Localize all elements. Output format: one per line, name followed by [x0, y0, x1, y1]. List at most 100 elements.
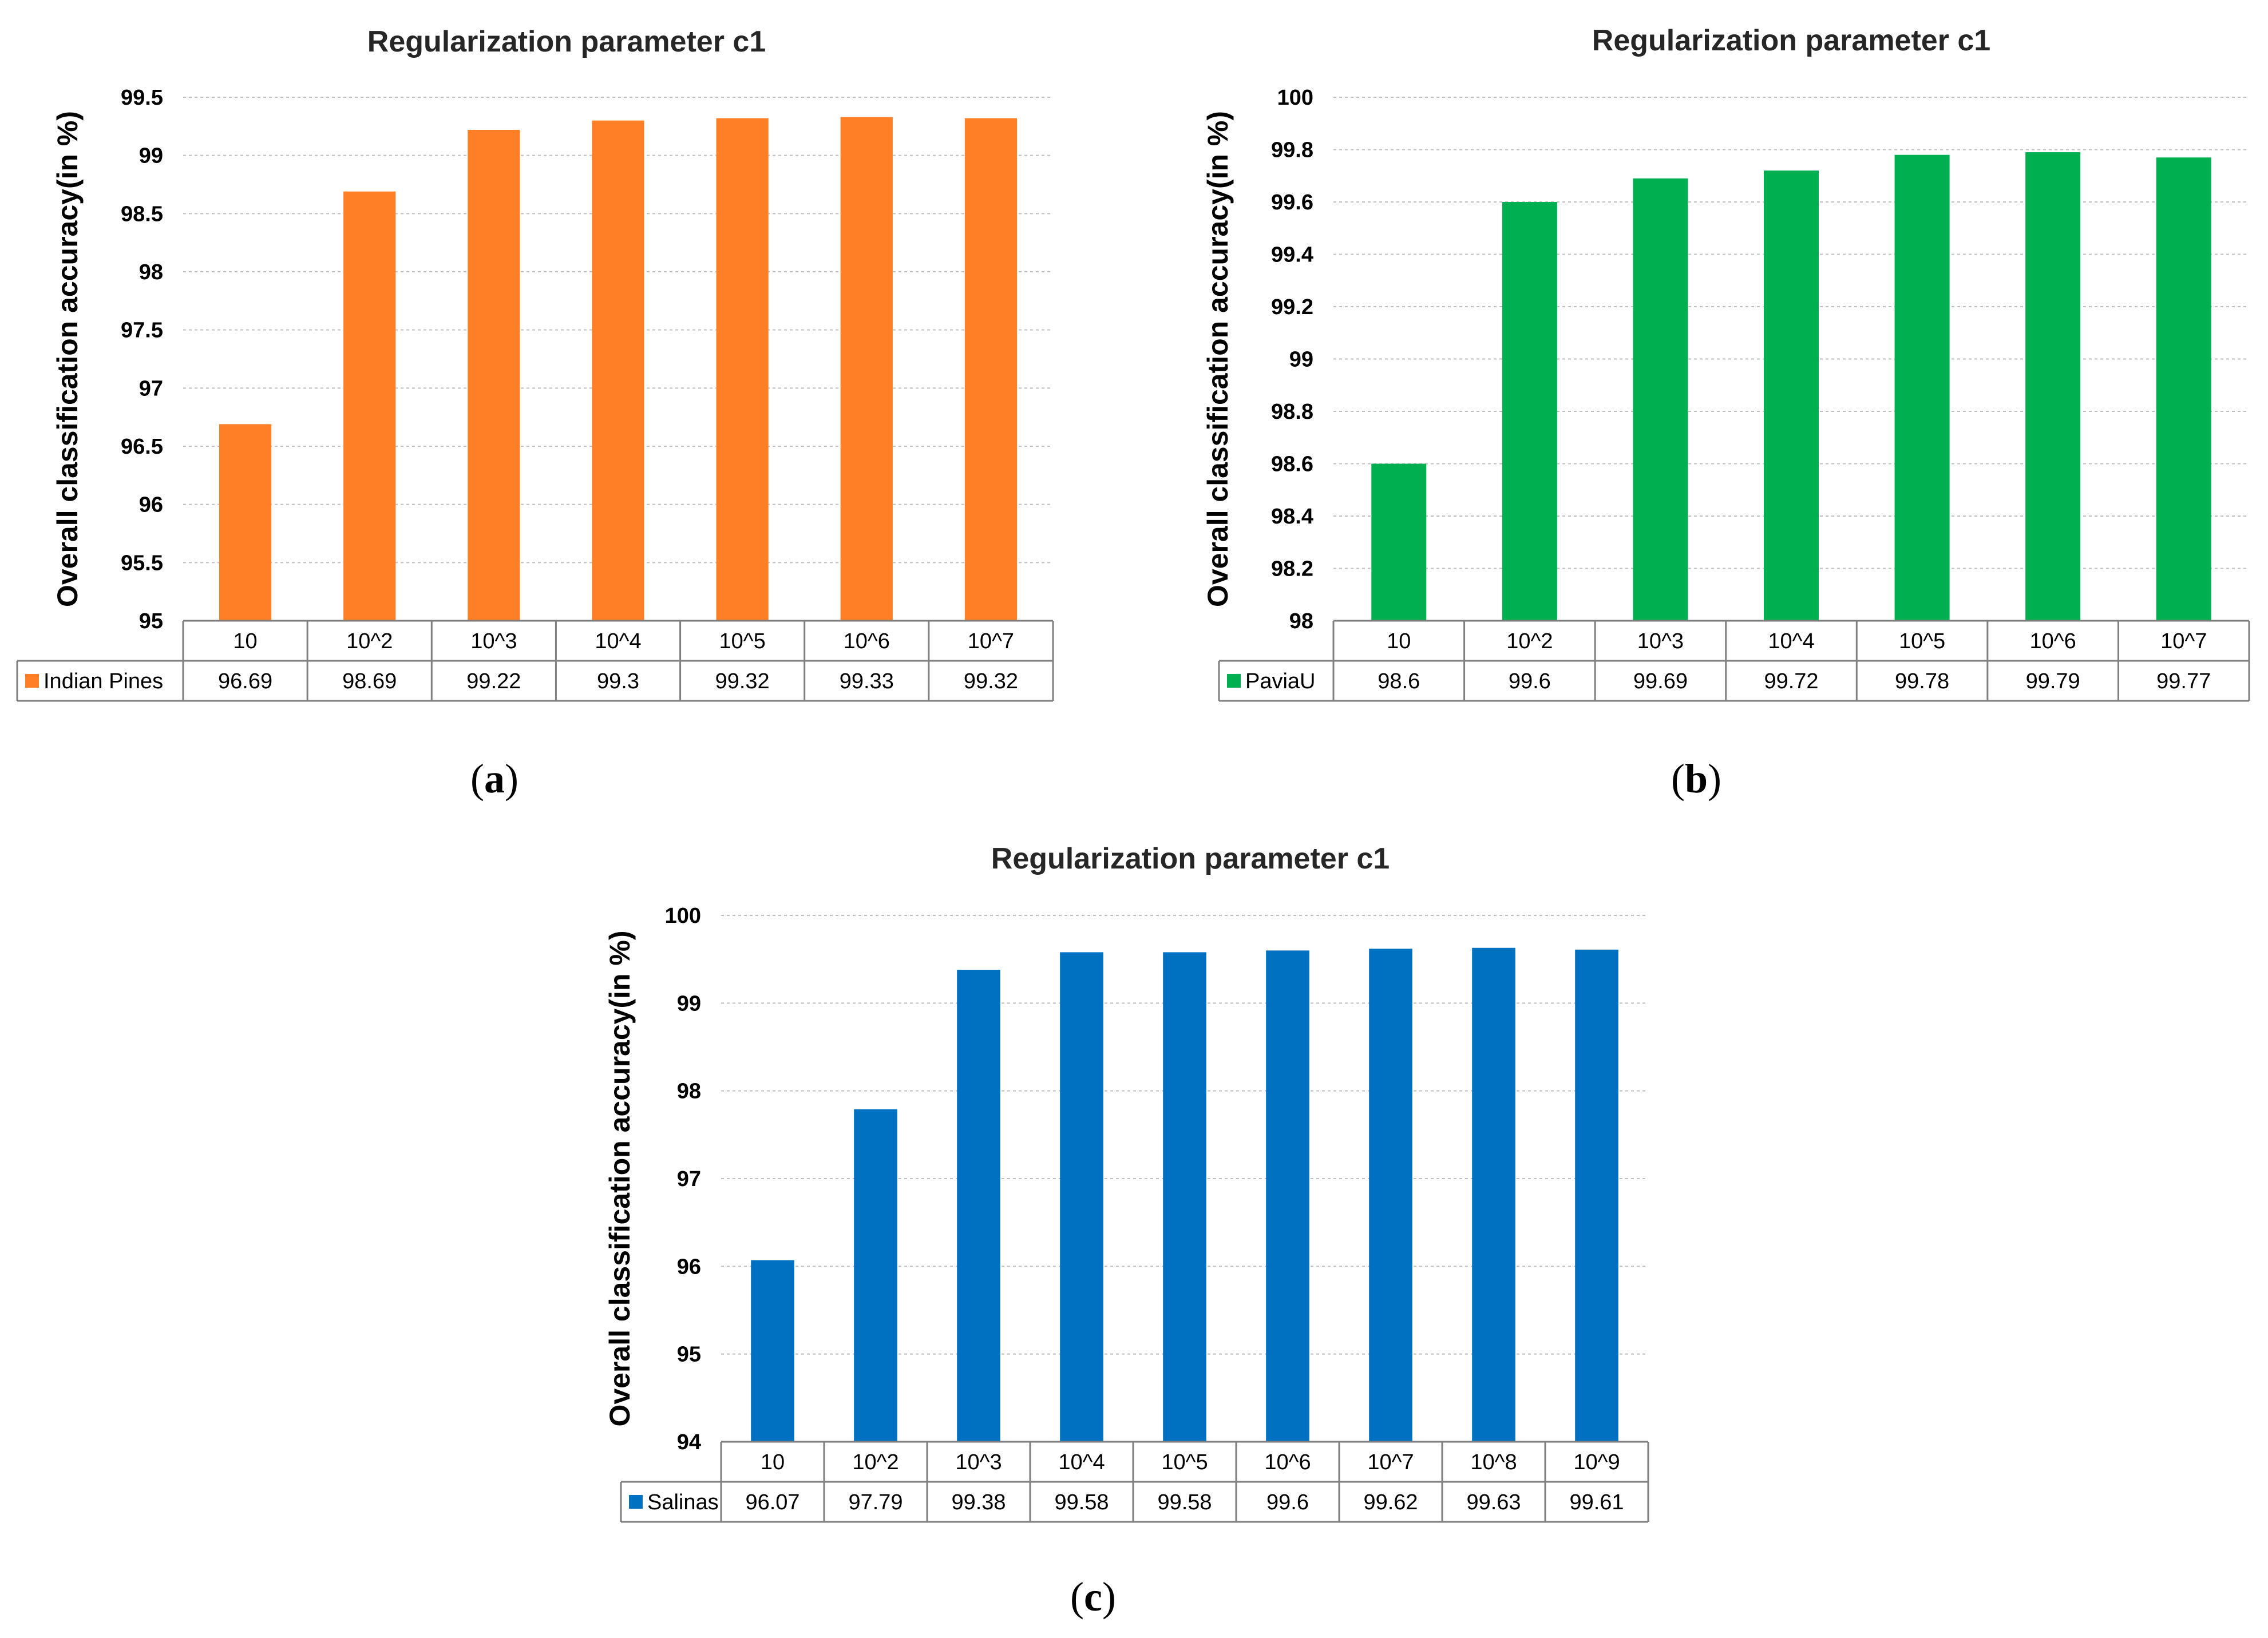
chart-b-value-label: 99.6 — [1509, 669, 1551, 693]
chart-b-category-label: 10^7 — [2160, 629, 2207, 653]
chart-c-value-label: 99.61 — [1569, 1490, 1624, 1514]
chart-b-value-label: 98.6 — [1378, 669, 1420, 693]
chart-a-bar — [468, 129, 520, 621]
chart-a-ytick-label: 98.5 — [121, 202, 163, 226]
chart-a-ylabel: Overall classification accuracy(in %) — [52, 111, 84, 607]
chart-a-value-label: 96.69 — [218, 669, 272, 693]
chart-b-ytick-label: 99.2 — [1271, 295, 1313, 319]
chart-c-bar — [1060, 952, 1103, 1442]
chart-a-ytick-label: 99.5 — [121, 86, 163, 110]
chart-c-value-label: 99.58 — [1157, 1490, 1212, 1514]
chart-c-value-label: 96.07 — [745, 1490, 799, 1514]
chart-b-ytick-label: 98.2 — [1271, 557, 1313, 581]
chart-c-value-label: 99.63 — [1466, 1490, 1521, 1514]
chart-c-category-label: 10^2 — [852, 1450, 899, 1474]
chart-c-bar — [1266, 950, 1309, 1442]
chart-a-ytick-label: 97 — [139, 376, 163, 400]
chart-a-value-label: 99.33 — [840, 669, 894, 693]
chart-a-ytick-label: 95 — [139, 609, 163, 633]
chart-b-value-label: 99.77 — [2156, 669, 2211, 693]
chart-a: Regularization parameter c1 Overall class… — [16, 25, 1054, 702]
chart-a-bar — [964, 118, 1018, 621]
chart-a-category-label: 10 — [233, 629, 257, 653]
chart-a-ytick-label: 96.5 — [121, 435, 163, 459]
chart-c-category-label: 10^3 — [955, 1450, 1002, 1474]
chart-a-bar — [716, 118, 769, 621]
chart-a-category-label: 10^6 — [844, 629, 890, 653]
panel-label-c-letter: c — [1083, 1574, 1102, 1620]
chart-b-value-label: 99.78 — [1895, 669, 1949, 693]
panel-label-c: (c) — [1070, 1574, 1116, 1620]
chart-a-value-label: 98.69 — [342, 669, 397, 693]
chart-b-ytick-label: 99.4 — [1271, 243, 1313, 267]
chart-b-bar — [2025, 152, 2081, 621]
chart-b-category-label: 10^3 — [1637, 629, 1684, 653]
chart-b-ytick-label: 98.4 — [1271, 505, 1313, 529]
chart-b-category-label: 10^5 — [1899, 629, 1945, 653]
chart-b-ytick-label: 100 — [1277, 86, 1313, 110]
chart-b-bar — [1894, 154, 1950, 621]
chart-b-bar — [1371, 463, 1427, 621]
chart-b-ytick-label: 99 — [1289, 348, 1313, 372]
chart-c-value-label: 99.62 — [1363, 1490, 1418, 1514]
chart-a-bar — [840, 117, 893, 621]
chart-c-ytick-label: 98 — [677, 1080, 701, 1104]
chart-a-ytick-label: 98 — [139, 260, 163, 284]
chart-c-ytick-label: 94 — [677, 1430, 701, 1454]
chart-c-value-label: 97.79 — [848, 1490, 903, 1514]
chart-b-category-label: 10 — [1387, 629, 1411, 653]
chart-b-ytick-label: 99.6 — [1271, 191, 1313, 215]
chart-a-category-label: 10^3 — [470, 629, 517, 653]
chart-a-bar — [343, 191, 396, 621]
chart-c-legend-label: Salinas — [647, 1490, 719, 1514]
chart-b-category-label: 10^6 — [2030, 629, 2076, 653]
chart-b-ytick-label: 98.8 — [1271, 400, 1313, 424]
chart-c: Regularization parameter c1 Overall class… — [604, 842, 1649, 1523]
chart-a-ytick-label: 95.5 — [121, 551, 163, 575]
chart-c-category-label: 10^5 — [1161, 1450, 1208, 1474]
chart-a-value-label: 99.22 — [466, 669, 521, 693]
chart-b-value-label: 99.72 — [1764, 669, 1818, 693]
chart-c-value-label: 99.6 — [1266, 1490, 1309, 1514]
chart-c-bar — [1575, 949, 1618, 1442]
chart-b-bar — [1633, 178, 1688, 621]
chart-c-title: Regularization parameter c1 — [991, 842, 1390, 875]
chart-c-bar — [1369, 949, 1412, 1442]
chart-c-ytick-label: 97 — [677, 1167, 701, 1191]
chart-b-value-label: 99.79 — [2026, 669, 2080, 693]
chart-c-category-label: 10^4 — [1058, 1450, 1105, 1474]
panel-label-b: (b) — [1671, 756, 1722, 802]
chart-a-legend-swatch — [25, 674, 39, 688]
chart-a-category-label: 10^7 — [968, 629, 1014, 653]
chart-b-ytick-label: 99.8 — [1271, 138, 1313, 162]
chart-b-bar — [2156, 157, 2211, 621]
chart-c-bar — [957, 970, 1000, 1442]
chart-a-legend-label: Indian Pines — [43, 669, 163, 693]
chart-c-category-label: 10^6 — [1264, 1450, 1311, 1474]
chart-c-category-label: 10^8 — [1470, 1450, 1517, 1474]
chart-a-bar — [219, 424, 272, 621]
chart-c-ytick-label: 95 — [677, 1343, 701, 1367]
chart-c-value-label: 99.38 — [951, 1490, 1006, 1514]
chart-a-value-label: 99.32 — [964, 669, 1018, 693]
chart-c-bar — [1163, 952, 1206, 1442]
chart-c-legend-swatch — [629, 1495, 643, 1509]
chart-a-ytick-label: 96 — [139, 493, 163, 517]
chart-c-bar — [1472, 947, 1515, 1442]
chart-a-ytick-label: 97.5 — [121, 319, 163, 343]
chart-b-bar — [1764, 170, 1819, 621]
chart-c-bar — [854, 1109, 897, 1442]
chart-a-value-label: 99.32 — [715, 669, 770, 693]
chart-a-category-label: 10^2 — [346, 629, 393, 653]
chart-a-value-label: 99.3 — [597, 669, 639, 693]
chart-b: Regularization parameter c1 Overall class… — [1202, 24, 2250, 702]
chart-a-ytick-label: 99 — [139, 144, 163, 168]
chart-c-category-label: 10 — [761, 1450, 785, 1474]
chart-b-category-label: 10^2 — [1506, 629, 1553, 653]
chart-a-category-label: 10^4 — [595, 629, 641, 653]
chart-c-category-label: 10^7 — [1367, 1450, 1414, 1474]
chart-c-ytick-label: 100 — [665, 904, 701, 928]
chart-c-category-label: 10^9 — [1573, 1450, 1620, 1474]
chart-b-ytick-label: 98.6 — [1271, 453, 1313, 477]
chart-c-value-label: 99.58 — [1054, 1490, 1109, 1514]
